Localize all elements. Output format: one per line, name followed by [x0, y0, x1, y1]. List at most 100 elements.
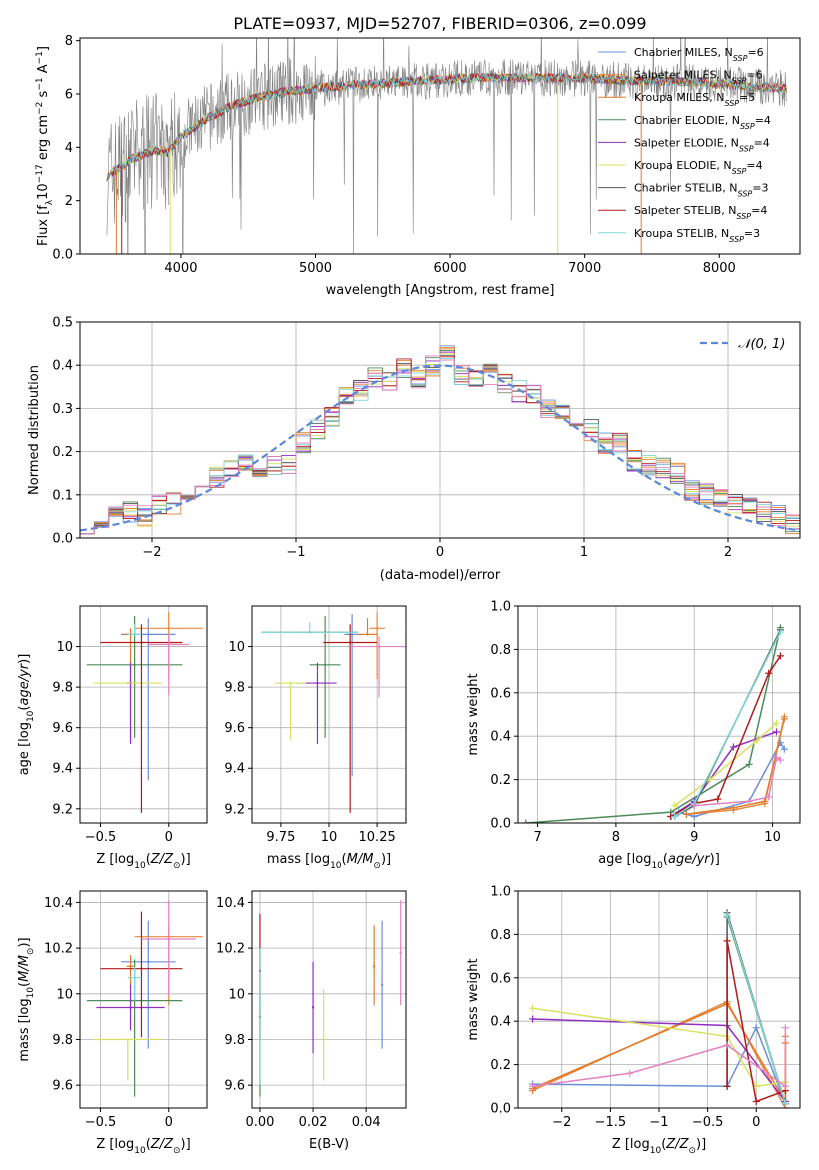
series-line [674, 631, 782, 818]
series-marker [723, 1082, 731, 1090]
label-part: s [36, 90, 51, 101]
legend-entry: Kroupa MILES, NSSP=5 [634, 91, 755, 108]
x-tick-label: 10.25 [359, 830, 396, 845]
data-point [308, 631, 311, 634]
label-part: mass [log [17, 998, 32, 1061]
legend-sub: SSP [736, 212, 751, 221]
legend-text: Chabrier STELIB, N [634, 182, 738, 195]
y-tick-label: 9.6 [52, 1079, 73, 1094]
data-point [289, 681, 292, 685]
series-marker [529, 1015, 537, 1023]
label-part: ( [17, 982, 32, 987]
y-axis-label: mass weight [466, 673, 481, 755]
series-marker [761, 797, 769, 805]
data-point [167, 627, 170, 630]
observed-spectrum-line [106, 38, 787, 254]
y-tick-label: 0.8 [490, 928, 511, 943]
label-part: Flux [f [36, 205, 51, 246]
y-axis-label: Flux [fλ10−17 erg cm−2 s−1 A−1] [35, 46, 55, 246]
series-line [726, 940, 786, 1103]
y-tick-label: 2 [65, 194, 73, 209]
x-tick-label: −0.5 [85, 1115, 117, 1130]
legend-entry: Kroupa STELIB, NSSP=3 [634, 227, 760, 244]
data-point [348, 641, 352, 644]
y-tick-label: 0.4 [52, 359, 73, 374]
x-tick-label: −0.5 [85, 830, 117, 845]
label-part: 10 [26, 987, 36, 999]
y-tick-label: 0.2 [490, 773, 511, 788]
series-marker [765, 793, 773, 801]
x-tick-label: 2 [724, 545, 732, 560]
series-marker [773, 728, 780, 736]
data-point [377, 645, 381, 648]
label-part: 10 [134, 861, 146, 871]
y-tick-label: 0.4 [490, 1015, 511, 1030]
y-tick-label: 0.0 [490, 817, 511, 832]
y-tick-label: 0.2 [52, 445, 73, 460]
y-tick-label: 0.0 [490, 1102, 511, 1117]
legend-text: Salpeter MILES, N [634, 69, 732, 82]
axes-frame [79, 605, 208, 824]
y-tick-label: 9.8 [52, 681, 73, 696]
label-part: 10 [36, 183, 51, 200]
label-part: ( [342, 852, 347, 867]
legend-tail: =6 [746, 69, 762, 82]
legend-text: Kroupa ELODIE, N [634, 159, 732, 172]
series-marker [529, 1004, 537, 1012]
legend-tail: =6 [747, 46, 763, 59]
series-marker [682, 810, 690, 818]
label-part: age [log [598, 852, 651, 867]
series-line [726, 914, 787, 1104]
series-marker [776, 756, 784, 764]
x-axis-label: Z [log10(Z/Z⊙)] [612, 1137, 706, 1156]
data-point [133, 633, 136, 636]
series-marker [753, 737, 761, 745]
panel-6: 0.00 0.02 0.04 9.6 9.8 10 10.2 10.4 [216, 890, 407, 1130]
label-part: A [36, 64, 51, 77]
x-axis-label: mass [log10(M/M⊙)] [267, 852, 391, 871]
label-part: ( [146, 852, 151, 867]
y-axis-label: mass [log10(M/M⊙)] [17, 937, 36, 1061]
label-part: ⊙ [373, 861, 381, 871]
legend-entry: Chabrier ELODIE, NSSP=4 [634, 114, 771, 131]
series-line [525, 627, 782, 823]
label-part: Z [log [96, 1137, 134, 1152]
series-marker [780, 745, 788, 753]
label-part: ] [36, 46, 51, 51]
x-tick-label: −2 [142, 545, 161, 560]
data-point [372, 965, 376, 968]
axes-frame [517, 605, 801, 824]
series-marker [773, 754, 780, 762]
y-tick-label: 0.5 [52, 316, 73, 331]
series-marker [781, 1024, 789, 1032]
plot-area [80, 606, 207, 823]
series-line [686, 716, 786, 816]
series-marker [729, 743, 737, 751]
histogram-steps [80, 355, 800, 538]
legend-tail: =3 [752, 182, 768, 195]
legend-entry: Salpeter STELIB, NSSP=4 [634, 204, 767, 221]
x-tick-label: 0 [165, 830, 173, 845]
y-tick-label: 0.3 [52, 402, 73, 417]
axes-frame [251, 890, 407, 1109]
y-tick-label: 0.8 [490, 643, 511, 658]
series-marker [723, 911, 731, 919]
x-tick-label: 8000 [703, 261, 736, 276]
x-tick-label: 8 [612, 830, 620, 845]
y-tick-label: 0.2 [490, 1058, 511, 1073]
legend-tail: =4 [754, 136, 770, 149]
data-point [323, 663, 327, 667]
data-point [322, 1038, 325, 1041]
data-point [167, 643, 170, 646]
label-part: Z [log [96, 852, 134, 867]
label-part: λ [45, 199, 55, 205]
label-part: −2 [35, 102, 45, 115]
x-tick-label: 9 [690, 830, 698, 845]
x-tick-label: 0.00 [245, 1115, 274, 1130]
data-point [147, 633, 150, 636]
series-marker [690, 802, 698, 810]
label-part: erg cm [36, 115, 51, 164]
legend-sub: SSP [732, 167, 747, 176]
y-tick-label: 9.2 [52, 802, 73, 817]
